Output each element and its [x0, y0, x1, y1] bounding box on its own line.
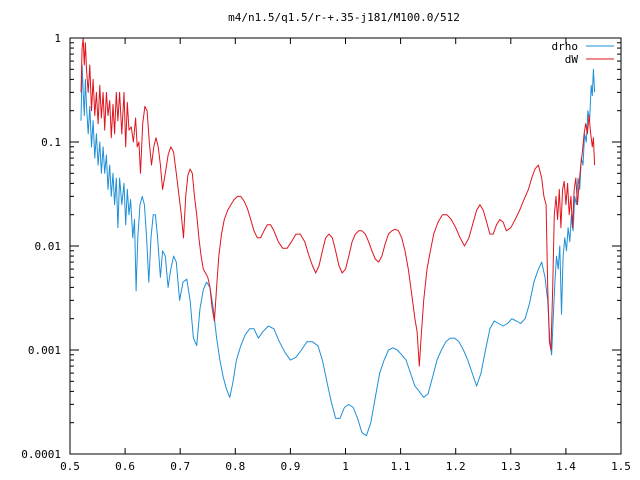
- series-line-dw: [80, 37, 596, 367]
- series-line-drho: [80, 64, 596, 437]
- x-tick-label: 0.6: [115, 460, 135, 473]
- legend-label-dw: dW: [565, 53, 579, 66]
- y-tick-label: 0.01: [35, 240, 62, 253]
- axis-ticks: 0.5 0.6 0.7 0.8 0.9 1 1.1 1.2 1.3 1.4 1.5 1 0.1 0.01 0…: [21, 32, 631, 473]
- x-tick-label: 1.5: [611, 460, 631, 473]
- x-tick-label: 1.4: [556, 460, 576, 473]
- chart-title: m4/n1.5/q1.5/r-+.35-j181/M100.0/512: [228, 11, 460, 24]
- y-tick-label: 0.1: [41, 136, 61, 149]
- y-tick-label: 0.0001: [21, 448, 61, 461]
- x-tick-label: 0.8: [225, 460, 245, 473]
- legend-label-drho: drho: [552, 40, 579, 53]
- x-tick-label: 1.2: [446, 460, 466, 473]
- x-tick-label: 1.3: [501, 460, 521, 473]
- series-layer: [80, 37, 596, 437]
- plot-frame: [69, 37, 622, 455]
- x-tick-label: 0.5: [60, 460, 80, 473]
- legend: drho dW: [552, 40, 614, 66]
- x-tick-label: 1.1: [391, 460, 411, 473]
- x-tick-label: 0.7: [170, 460, 190, 473]
- x-tick-label: 1: [342, 460, 349, 473]
- y-tick-label: 1: [54, 32, 61, 45]
- x-tick-label: 0.9: [280, 460, 300, 473]
- y-tick-label: 0.001: [28, 344, 61, 357]
